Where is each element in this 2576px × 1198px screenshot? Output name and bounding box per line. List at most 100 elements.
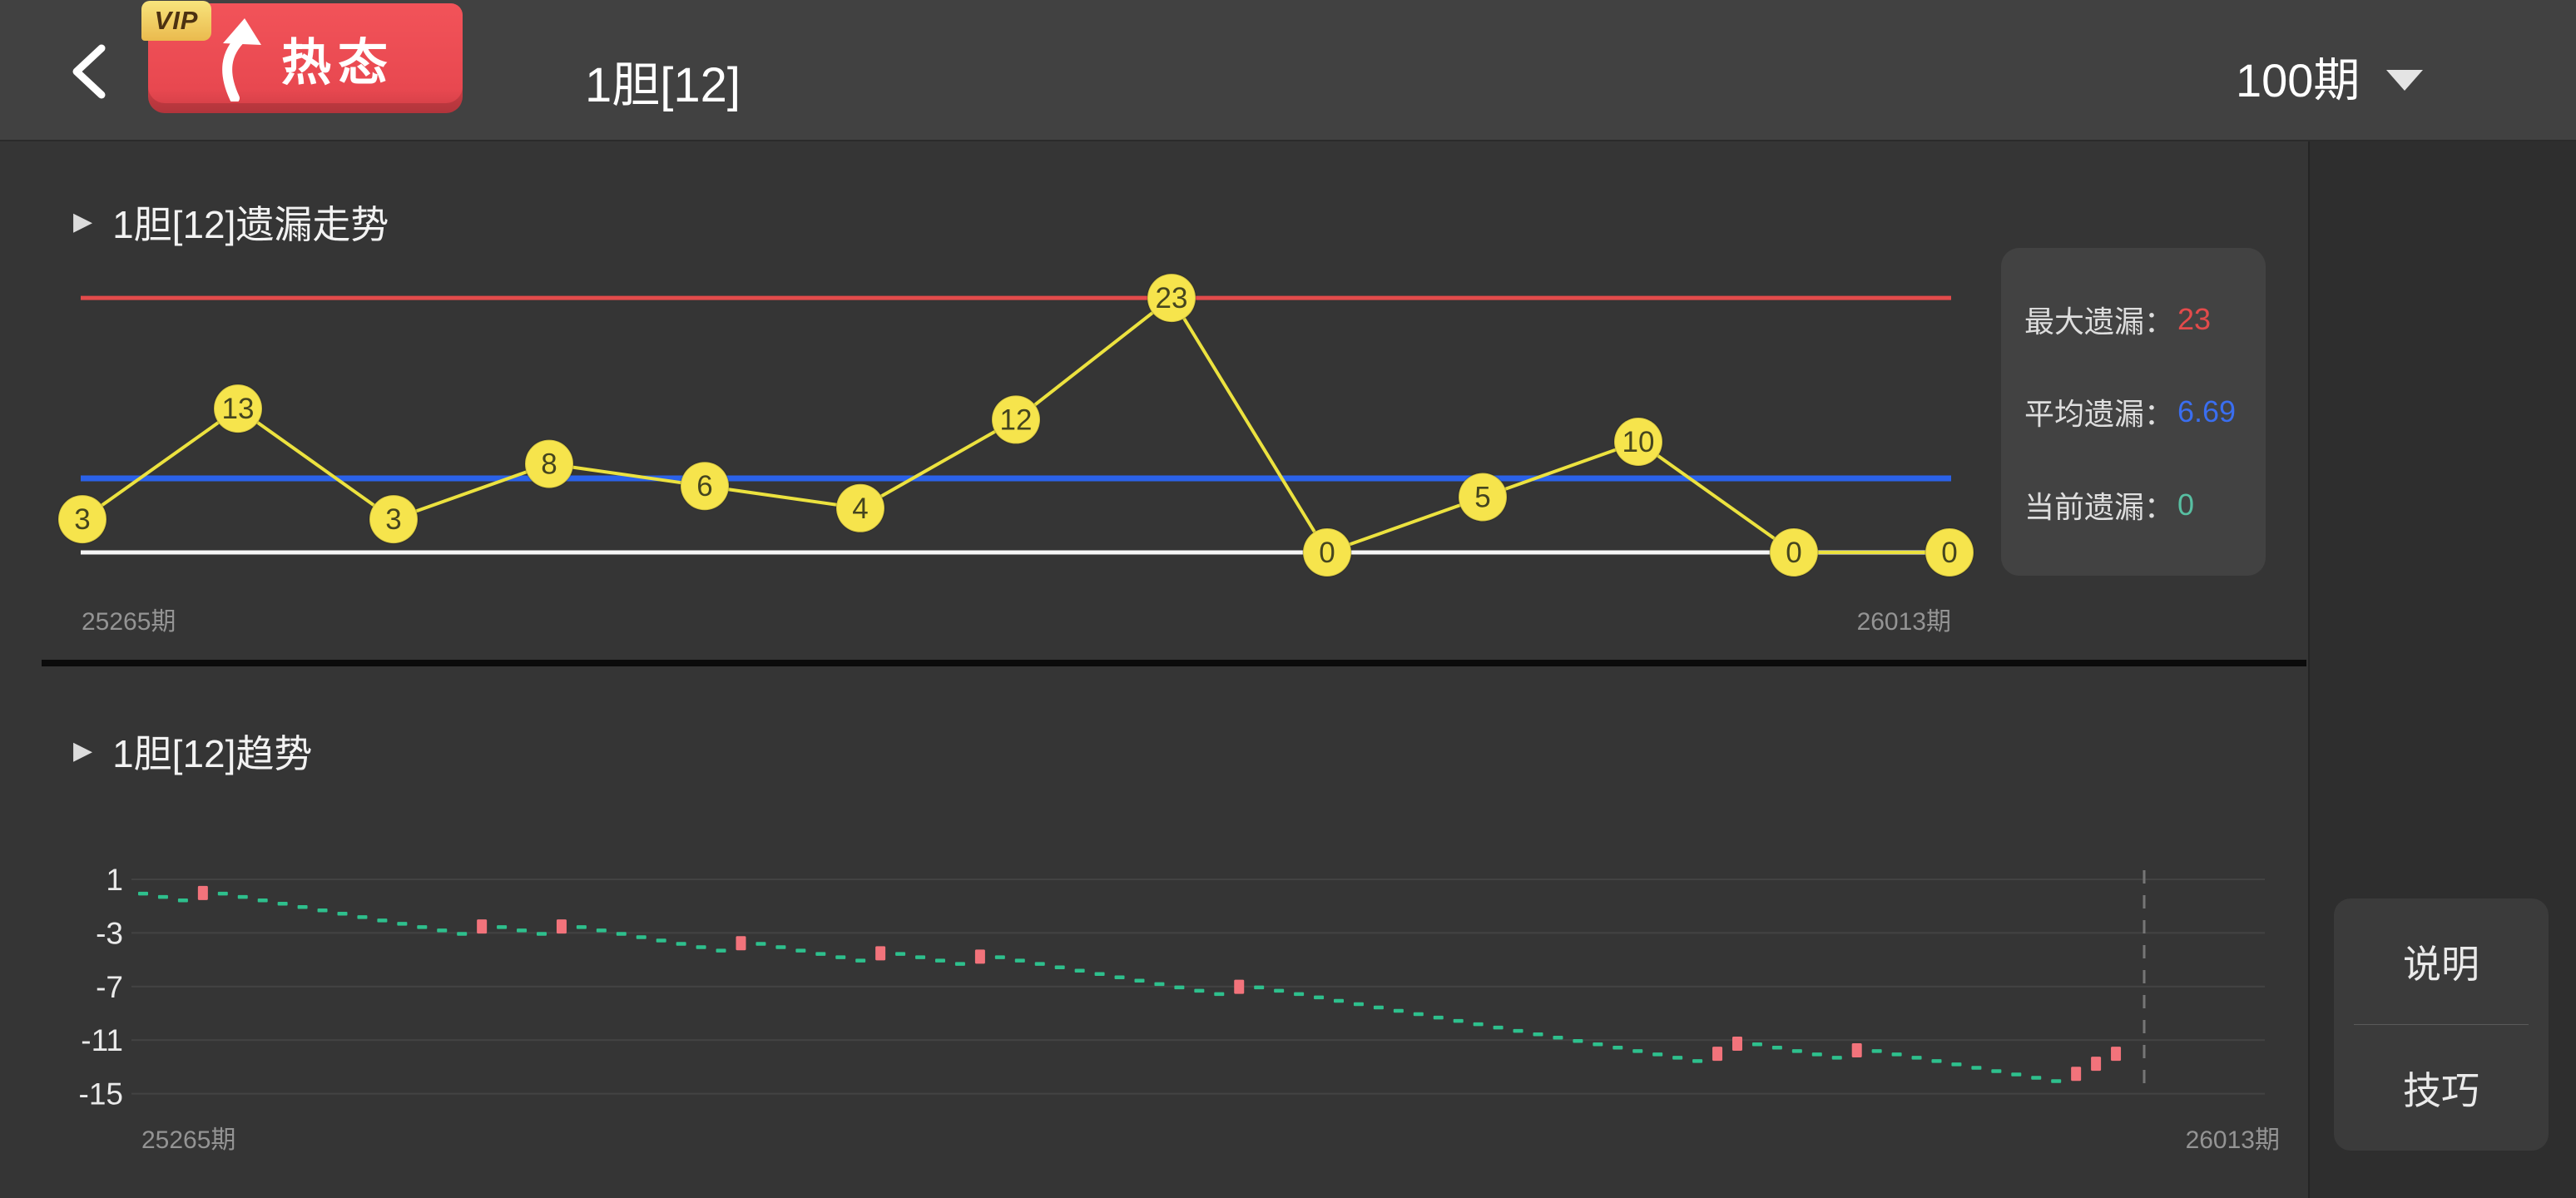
omission-point-label: 3: [385, 503, 401, 536]
omission-section-header: ▶ 1胆[12]遗漏走势: [73, 195, 389, 250]
trend-miss-marker: [157, 894, 168, 899]
y-tick-label: -7: [96, 970, 123, 1004]
trend-miss-marker: [1831, 1056, 1842, 1060]
trend-miss-marker: [815, 952, 826, 956]
trend-miss-marker: [2031, 1076, 2042, 1080]
trend-miss-marker: [1034, 962, 1045, 966]
omission-point: [1613, 417, 1663, 467]
help-panel-divider: [2354, 1024, 2529, 1025]
trend-miss-marker: [1652, 1052, 1663, 1057]
trend-miss-marker: [1054, 965, 1065, 969]
trend-miss-marker: [517, 928, 528, 933]
omission-point: [1769, 527, 1819, 577]
y-tick-label: -15: [79, 1077, 123, 1111]
trend-miss-marker: [755, 942, 766, 946]
section-toggle-icon[interactable]: ▶: [73, 208, 93, 235]
period-selector[interactable]: 100期: [2236, 43, 2424, 111]
top-bar: VIP 热态 1胆[12] 100期: [0, 0, 2576, 141]
trend-miss-marker: [994, 955, 1005, 959]
period-selector-value: 100期: [2236, 54, 2361, 106]
trend-miss-marker: [377, 918, 388, 923]
omission-point-label: 5: [1474, 482, 1490, 514]
omission-point: [991, 394, 1041, 445]
omission-point: [680, 461, 730, 512]
omission-point: [1925, 527, 1974, 577]
trend-hit-marker: [875, 946, 886, 961]
omission-point: [369, 494, 419, 545]
section-toggle-icon[interactable]: ▶: [73, 737, 93, 765]
trend-hit-marker: [2071, 1067, 2082, 1082]
up-arrow-icon: [222, 18, 261, 101]
trend-miss-marker: [1254, 985, 1265, 990]
trend-miss-marker: [596, 928, 607, 933]
trend-miss-marker: [616, 932, 627, 936]
trend-hit-marker: [1851, 1043, 1862, 1058]
omission-x-start-label: 25265期: [82, 608, 176, 636]
y-tick-label: 1: [106, 863, 123, 897]
trend-miss-marker: [656, 938, 666, 943]
trend-miss-marker: [1353, 1002, 1364, 1007]
hot-state-vip-badge[interactable]: VIP 热态: [141, 1, 463, 113]
stat-label: 当前遗漏：: [2024, 489, 2175, 524]
trend-miss-marker: [1553, 1035, 1563, 1040]
stat-row-current: 当前遗漏： 0: [2024, 483, 2266, 527]
omission-section-title: 1胆[12]遗漏走势: [112, 203, 389, 246]
tips-button[interactable]: 技巧: [2403, 1068, 2479, 1112]
y-tick-label: -3: [96, 916, 123, 950]
trend-miss-marker: [1214, 992, 1225, 997]
stat-row-avg: 平均遗漏： 6.69: [2024, 390, 2266, 433]
omission-point: [835, 483, 885, 533]
trend-miss-marker: [177, 898, 188, 903]
trend-miss-marker: [1413, 1012, 1424, 1017]
trend-miss-marker: [915, 955, 926, 959]
trend-miss-marker: [277, 901, 288, 906]
trend-miss-marker: [417, 925, 428, 929]
trend-miss-marker: [1314, 995, 1325, 1000]
vip-tag: VIP: [141, 1, 211, 41]
trend-miss-marker: [1453, 1018, 1464, 1023]
trend-miss-marker: [1373, 1005, 1384, 1010]
trend-hit-marker: [197, 885, 208, 900]
chevron-down-icon: [2386, 70, 2424, 91]
omission-point-label: 4: [852, 493, 868, 525]
trend-miss-marker: [895, 952, 906, 956]
omission-point: [524, 438, 574, 489]
stat-row-max: 最大遗漏： 23: [2024, 298, 2266, 341]
trend-miss-marker: [935, 958, 945, 963]
trend-hit-marker: [1712, 1047, 1723, 1062]
trend-section-title: 1胆[12]趋势: [112, 732, 313, 775]
stat-value-avg: 6.69: [2177, 394, 2237, 428]
trend-miss-marker: [1951, 1062, 1962, 1067]
omission-stats-panel: 最大遗漏： 23 平均遗漏： 6.69 当前遗漏： 0: [2001, 248, 2266, 576]
trend-miss-marker: [954, 962, 965, 966]
trend-miss-marker: [1751, 1042, 1762, 1047]
trend-miss-marker: [1692, 1059, 1703, 1063]
trend-hit-marker: [2111, 1047, 2122, 1062]
trend-miss-marker: [835, 955, 846, 959]
trend-x-start-label: 25265期: [141, 1126, 235, 1154]
trend-miss-marker: [1513, 1028, 1523, 1033]
trend-hit-marker: [1732, 1037, 1742, 1052]
trend-miss-marker: [1194, 988, 1205, 993]
trend-miss-marker: [1871, 1049, 1882, 1053]
trend-miss-marker: [457, 932, 468, 936]
trend-miss-marker: [497, 925, 508, 929]
trend-hit-marker: [1234, 979, 1245, 994]
omission-point-label: 10: [1622, 426, 1655, 458]
trend-miss-marker: [1931, 1059, 1942, 1063]
trend-miss-marker: [138, 891, 148, 896]
back-icon[interactable]: [60, 38, 126, 105]
trend-miss-marker: [1971, 1066, 1982, 1070]
trend-miss-marker: [1294, 992, 1305, 997]
trend-miss-marker: [1473, 1022, 1484, 1027]
trend-miss-marker: [2051, 1079, 2062, 1083]
omission-point-label: 0: [1319, 537, 1335, 569]
trend-miss-marker: [437, 928, 448, 933]
stat-value-current: 0: [2177, 487, 2195, 522]
trend-miss-marker: [1074, 968, 1085, 973]
omission-point: [1147, 273, 1196, 324]
trend-miss-marker: [1174, 985, 1185, 990]
trend-miss-marker: [775, 945, 786, 949]
explain-button[interactable]: 说明: [2403, 942, 2479, 986]
trend-miss-marker: [1573, 1039, 1583, 1043]
